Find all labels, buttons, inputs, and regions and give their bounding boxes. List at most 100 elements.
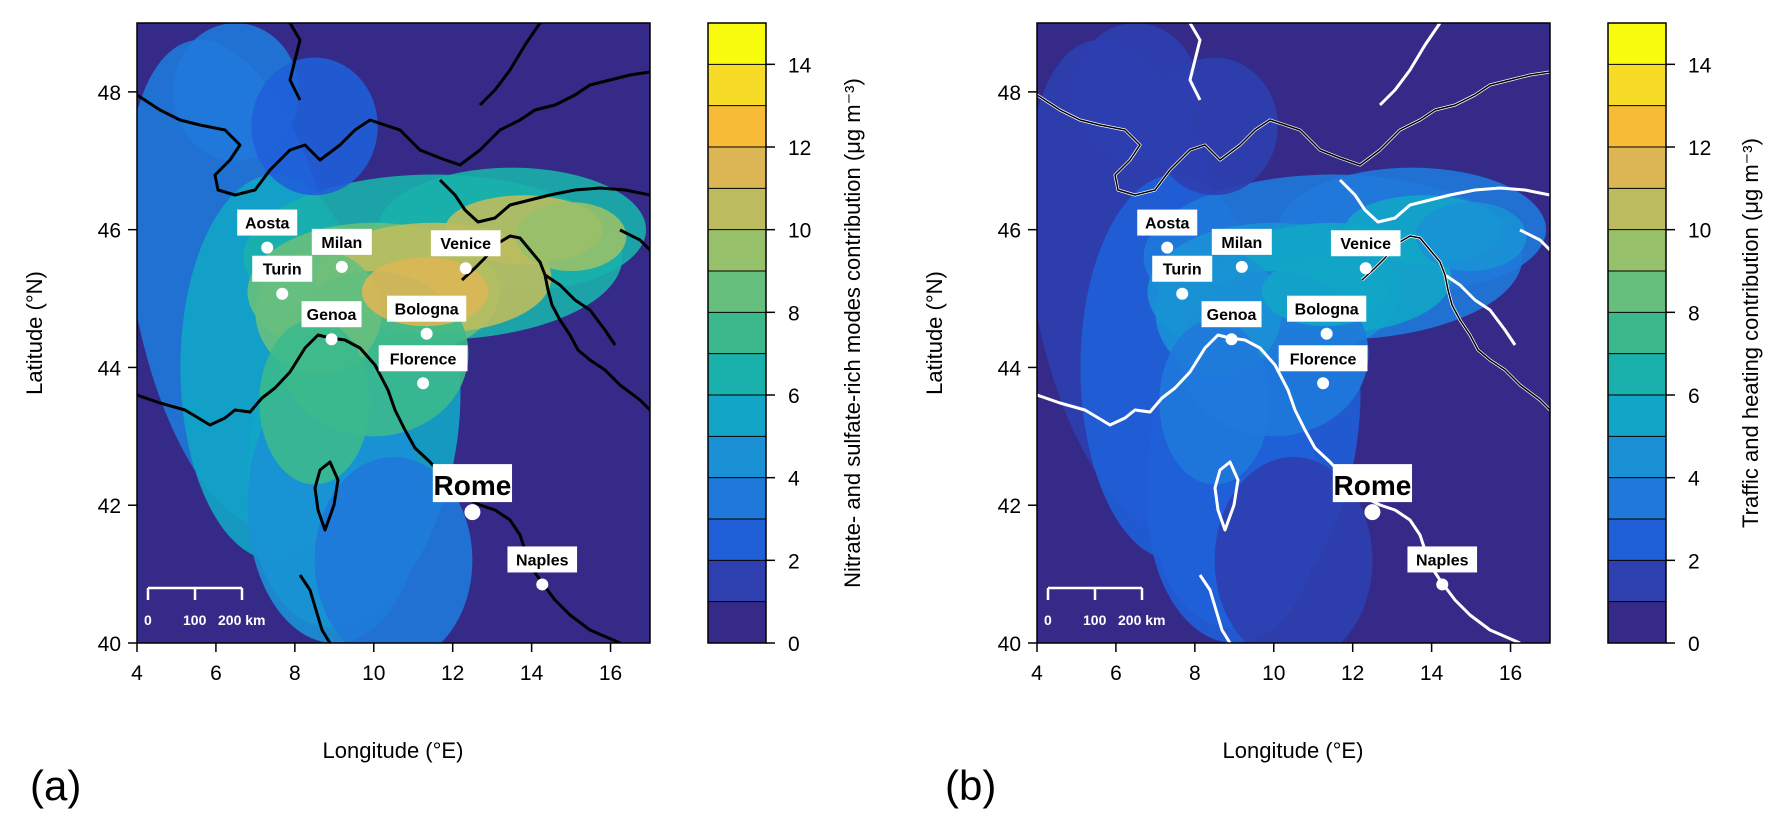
colorbar-tick-label: 2 xyxy=(1688,550,1700,573)
scalebar-label-0: 0 xyxy=(144,612,152,628)
city-marker xyxy=(1235,260,1248,273)
field-contour xyxy=(1159,319,1270,485)
colorbar-tick-label: 12 xyxy=(788,137,811,160)
city-label: Florence xyxy=(390,351,457,368)
y-tick-label: 46 xyxy=(998,220,1021,243)
x-tick-label: 16 xyxy=(599,662,622,685)
colorbar-swatch xyxy=(1608,229,1666,272)
city-label-box xyxy=(430,230,501,257)
panel-a: Aosta Milan Turin Venice Genoa Bologna Florenc… xyxy=(22,22,865,809)
city-label: Bologna xyxy=(395,302,459,319)
colorbar-swatch xyxy=(708,519,766,561)
colorbar-swatch xyxy=(1608,147,1666,189)
colorbar-swatch xyxy=(708,395,766,437)
colorbar-swatch xyxy=(708,188,766,231)
colorbar-tick-label: 2 xyxy=(788,550,800,573)
map-frame xyxy=(136,22,651,644)
colorbar-swatch xyxy=(708,105,766,148)
city-label-box xyxy=(311,228,372,255)
city-marker xyxy=(417,377,430,390)
city-marker xyxy=(1317,377,1330,390)
colorbar-swatch xyxy=(1608,105,1666,148)
city-label: Naples xyxy=(516,552,569,569)
colorbar-swatch xyxy=(1608,23,1666,65)
city-label-box xyxy=(507,546,578,573)
city-label: Genoa xyxy=(1207,307,1257,324)
scalebar-label-200: 200 km xyxy=(218,612,265,628)
city-marker xyxy=(459,262,472,275)
map-frame xyxy=(1036,22,1551,644)
city-label-box xyxy=(1278,345,1368,372)
colorbar-tick-label: 0 xyxy=(1688,633,1700,656)
y-tick-label: 48 xyxy=(98,82,121,105)
x-tick-label: 12 xyxy=(1341,662,1364,685)
city-label: Turin xyxy=(1163,262,1202,279)
colorbar-swatch xyxy=(708,312,766,355)
panel-tag: (b) xyxy=(945,762,996,809)
colorbar-tick-label: 10 xyxy=(788,220,811,243)
x-tick-label: 14 xyxy=(1420,662,1444,685)
colorbar-tick-label: 4 xyxy=(788,468,800,491)
x-tick-label: 12 xyxy=(441,662,464,685)
y-tick-label: 40 xyxy=(998,633,1021,656)
field-contour xyxy=(259,319,370,485)
city-label: Rome xyxy=(1334,470,1412,501)
colorbar-frame xyxy=(1607,22,1667,644)
colorbar: 0 2 4 6 8 10 12 14 xyxy=(1607,22,1712,656)
x-tick-label: 8 xyxy=(289,662,301,685)
field-contour xyxy=(1151,57,1278,196)
scalebar-label-0: 0 xyxy=(1044,612,1052,628)
city-label-box xyxy=(387,295,467,322)
colorbar-tick-label: 6 xyxy=(788,385,800,408)
y-tick-label: 44 xyxy=(998,357,1022,380)
city-marker xyxy=(335,260,348,273)
scalebar-label-100: 100 xyxy=(183,612,207,628)
city-label-box xyxy=(237,209,298,236)
y-tick-label: 48 xyxy=(998,82,1021,105)
colorbar-label: Nitrate- and sulfate-rich modes contribu… xyxy=(840,78,865,588)
y-tick-label: 42 xyxy=(998,495,1021,518)
colorbar-swatch xyxy=(708,353,766,396)
y-axis: 40 42 44 46 48 xyxy=(998,82,1037,656)
x-axis-label: Longitude (°E) xyxy=(1223,738,1364,763)
colorbar-swatch xyxy=(1608,519,1666,561)
city-marker xyxy=(261,241,274,254)
y-tick-label: 42 xyxy=(98,495,121,518)
city-label-box xyxy=(1332,464,1413,503)
city-label: Venice xyxy=(440,236,491,253)
colorbar-swatch xyxy=(708,436,766,479)
panel-tag: (a) xyxy=(30,762,81,809)
colorbar-tick-label: 12 xyxy=(1688,137,1711,160)
scale-bar: 0 100 200 km xyxy=(144,586,265,628)
x-axis: 4 6 8 10 12 14 16 xyxy=(1031,643,1522,685)
colorbar-swatch xyxy=(708,477,766,520)
city-label-box xyxy=(1287,295,1367,322)
city-label: Genoa xyxy=(307,307,357,324)
city-label-box xyxy=(1137,209,1198,236)
x-axis: 4 6 8 10 12 14 16 xyxy=(131,643,622,685)
colorbar-swatch xyxy=(708,23,766,65)
colorbar-swatch xyxy=(1608,395,1666,437)
city-label: Florence xyxy=(1290,351,1357,368)
y-tick-label: 40 xyxy=(98,633,121,656)
field-contour xyxy=(251,57,378,196)
y-tick-label: 44 xyxy=(98,357,122,380)
city-label: Milan xyxy=(1221,235,1262,252)
colorbar-label: Traffic and heating contribution (μg m⁻³… xyxy=(1738,138,1763,528)
city-marker xyxy=(536,578,549,591)
field-contour xyxy=(314,457,473,643)
city-marker xyxy=(1364,504,1381,521)
city-label: Turin xyxy=(263,262,302,279)
colorbar-swatch xyxy=(708,560,766,603)
city-marker xyxy=(1320,327,1333,340)
colorbar-swatch xyxy=(708,64,766,107)
city-label-box xyxy=(1201,301,1262,328)
scalebar-label-200: 200 km xyxy=(1118,612,1165,628)
y-axis-label: Latitude (°N) xyxy=(22,271,47,395)
city-label-box xyxy=(301,301,362,328)
city-marker xyxy=(325,333,338,346)
city-marker xyxy=(1225,333,1238,346)
city-label-box xyxy=(1152,255,1213,282)
city-label: Milan xyxy=(321,235,362,252)
